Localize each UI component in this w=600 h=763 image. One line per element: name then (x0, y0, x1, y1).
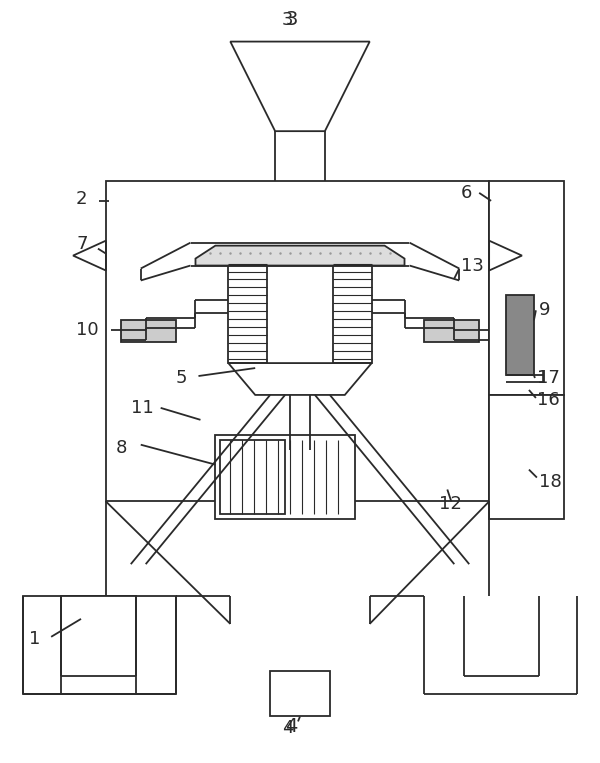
Text: 1: 1 (29, 629, 41, 648)
Text: 17: 17 (537, 369, 560, 387)
Text: 2: 2 (76, 190, 88, 208)
Polygon shape (230, 41, 370, 131)
Bar (333, 256, 371, 363)
Text: 3: 3 (285, 10, 298, 29)
Polygon shape (489, 240, 522, 271)
Bar (489, 181, 564, 395)
Polygon shape (196, 246, 404, 266)
Text: 9: 9 (539, 301, 550, 320)
Bar (229, 256, 267, 363)
Polygon shape (229, 363, 371, 395)
Bar (61, 596, 136, 694)
Bar (220, 439, 285, 514)
Text: 5: 5 (176, 369, 187, 387)
Text: 3: 3 (282, 11, 293, 29)
Text: 10: 10 (76, 321, 98, 340)
Polygon shape (73, 240, 106, 271)
Bar (270, 671, 330, 716)
Text: 11: 11 (131, 399, 154, 417)
Bar (424, 320, 479, 342)
Bar (489, 395, 564, 520)
Bar (121, 320, 176, 342)
Text: 13: 13 (461, 256, 484, 275)
Text: 6: 6 (461, 184, 473, 202)
Text: 4: 4 (282, 720, 293, 737)
Text: 18: 18 (539, 472, 562, 491)
Text: 12: 12 (439, 495, 462, 513)
Text: 16: 16 (537, 391, 560, 409)
Text: 4: 4 (285, 717, 298, 736)
Bar (106, 181, 489, 501)
Bar (506, 295, 534, 375)
Text: 7: 7 (76, 235, 88, 253)
Bar (215, 435, 355, 520)
Text: 8: 8 (116, 439, 127, 457)
Bar (23, 596, 176, 694)
